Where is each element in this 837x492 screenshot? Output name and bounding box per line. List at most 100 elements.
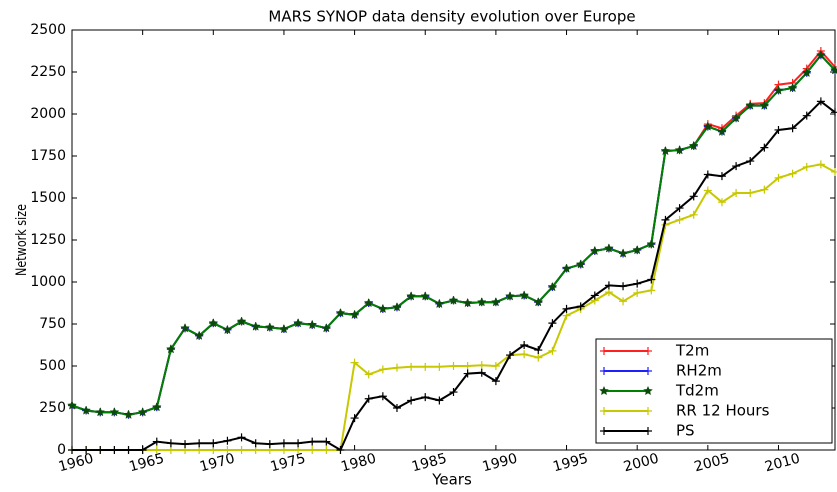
marker [644,347,652,355]
marker [519,290,530,300]
marker [674,144,685,155]
marker [759,100,770,110]
marker [760,143,769,152]
marker [165,344,176,354]
y-axis-label: Network size [13,204,30,276]
marker [830,65,837,75]
marker [801,67,812,78]
y-tick-label: 1250 [30,232,66,248]
marker [264,322,275,332]
marker [96,446,105,454]
y-tick-label: 1500 [30,190,66,206]
marker [675,215,684,224]
marker [222,324,233,335]
x-tick-label: 1965 [127,451,166,476]
marker [151,402,162,412]
marker [562,304,571,313]
marker [364,394,373,403]
chart-title: MARS SYNOP data density evolution over E… [268,8,635,26]
marker [506,351,515,360]
marker [378,392,387,401]
marker [420,291,431,301]
y-tick-label: 500 [39,358,66,374]
x-tick-label: 2005 [693,451,732,476]
marker [462,297,473,308]
marker [421,393,430,402]
y-tick-label: 2500 [30,22,66,38]
x-tick-label: 1970 [198,451,237,476]
marker [815,50,826,60]
marker [350,358,359,367]
marker [604,288,613,297]
marker [599,385,609,396]
marker [689,210,698,219]
legend-label: RR 12 Hours [676,402,770,420]
marker [760,185,769,194]
marker [195,439,204,448]
marker [816,160,825,169]
marker [293,318,304,328]
marker [732,162,741,171]
marker [600,347,608,355]
marker [110,446,119,454]
marker [619,297,628,306]
marker [633,279,642,288]
marker [533,297,544,307]
marker [548,319,557,328]
marker [363,297,374,308]
marker [644,407,652,415]
marker [520,350,529,359]
marker [619,282,628,291]
marker [223,436,232,445]
marker [702,121,713,131]
marker [647,275,656,284]
marker [802,162,811,171]
marker [703,186,712,195]
marker [534,346,543,355]
marker [831,108,837,117]
marker [477,361,486,370]
marker [491,362,500,370]
marker [463,369,472,378]
marker [575,259,586,269]
marker [675,204,684,213]
marker [490,297,501,307]
marker [251,439,260,448]
marker [731,113,742,123]
marker [745,100,756,110]
marker [600,407,608,415]
marker [82,446,91,454]
marker [449,362,458,370]
marker [194,330,205,340]
marker [377,303,388,314]
marker [322,437,331,446]
marker [137,407,148,417]
legend-label: RH2m [676,362,722,380]
marker [166,439,175,448]
marker [548,346,557,355]
marker [279,446,288,454]
marker [644,367,652,375]
marker [279,323,289,334]
marker [435,362,444,371]
marker [265,440,274,449]
marker [251,446,260,454]
marker [788,124,797,133]
marker [322,446,331,454]
marker [831,167,837,176]
marker [534,353,543,362]
marker [632,244,643,255]
marker [294,439,303,448]
marker [788,169,797,178]
marker [746,157,755,166]
marker [421,362,430,371]
marker [703,170,712,179]
y-tick-label: 2250 [30,64,66,80]
marker [279,439,288,448]
marker [717,198,726,207]
marker [561,263,572,273]
marker [717,126,727,136]
marker [603,243,614,253]
marker [802,111,811,120]
marker [787,82,798,93]
